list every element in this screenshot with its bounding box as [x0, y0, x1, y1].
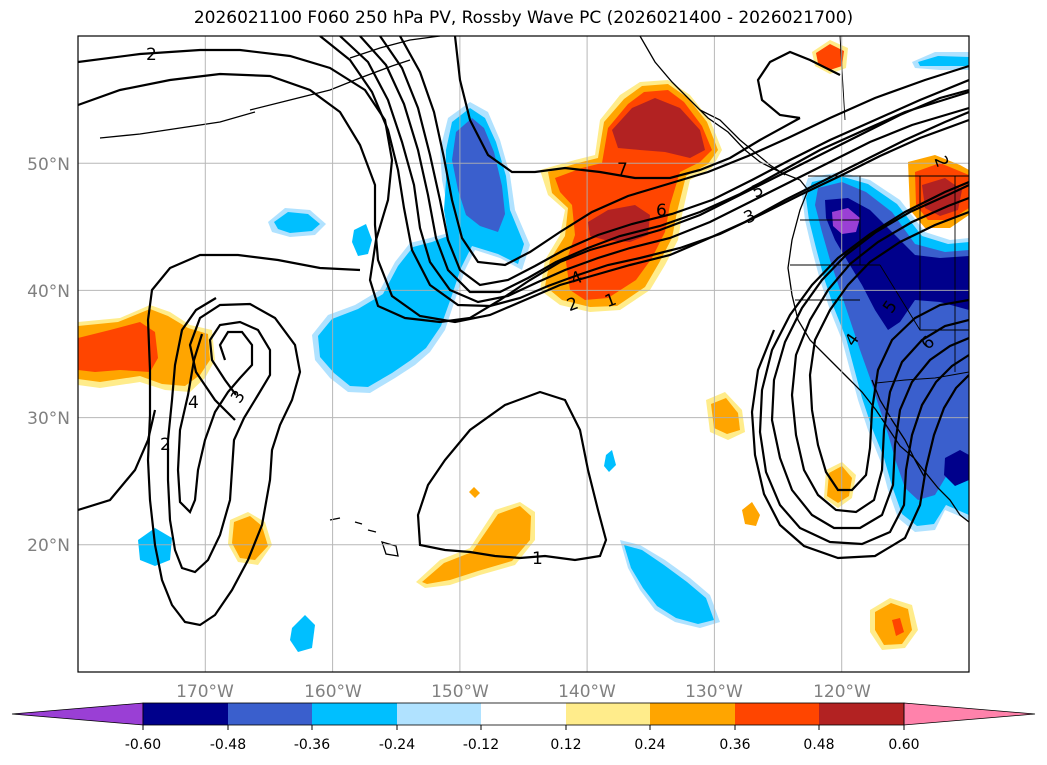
- colorbar-label: -0.36: [294, 737, 330, 753]
- coastline-vancouver: [699, 109, 786, 176]
- border-us-mexico: [875, 371, 969, 384]
- anomaly-negative-small2: [352, 224, 372, 256]
- colorbar-frame: [142, 702, 905, 726]
- anomaly-positive-alaska-core: [816, 44, 844, 70]
- pv-contour-west-4: [78, 409, 157, 512]
- lon-label-150w: 150°W: [431, 682, 489, 702]
- coastline-hawaii: [329, 517, 399, 557]
- border-alaska-canada: [839, 36, 846, 121]
- colorbar-label: 0.36: [719, 737, 750, 753]
- anomaly-positive-tropics-core: [422, 506, 531, 584]
- colorbar-over-extension: [903, 702, 1036, 726]
- lat-label-20n: 20°N: [27, 536, 70, 556]
- anomaly-positive-small4: [742, 502, 760, 526]
- anomaly-negative-small1-core: [274, 212, 320, 233]
- colorbar-label: 0.12: [550, 737, 581, 753]
- anomaly-positive-gulf-max1: [612, 98, 705, 158]
- lat-axis-labels: 20°N 30°N 40°N 50°N: [27, 155, 70, 556]
- map-frame: [77, 35, 970, 673]
- contour-label-2: 2: [160, 435, 171, 455]
- coastlines: [99, 36, 969, 557]
- pv-contour-4: [339, 36, 969, 304]
- anomaly-positive-hawaii-e-red: [892, 618, 904, 636]
- lon-label-160w: 160°W: [304, 682, 362, 702]
- pv-contour-2: [78, 72, 969, 324]
- lat-label-40n: 40°N: [27, 282, 70, 302]
- colorbar-label: 0.48: [803, 737, 834, 753]
- colorbar: -0.60 -0.48 -0.36 -0.24 -0.12 0.12 0.24 …: [11, 702, 1036, 753]
- coastline-baja: [871, 379, 926, 479]
- colorbar-bin-6: [566, 703, 650, 725]
- anomaly-negative-uswest-purple: [832, 208, 860, 234]
- colorbar-bin-4: [397, 703, 481, 725]
- map-layers: 2 2 3 4 2 1 4 6 7 5 3 1 5 4 6 2: [78, 36, 969, 672]
- anomaly-positive-west-max: [78, 322, 158, 372]
- pv-contour-5: [359, 36, 969, 294]
- contour-label-4: 4: [188, 393, 199, 413]
- anomaly-negative-small4: [290, 615, 315, 652]
- lat-label-30n: 30°N: [27, 409, 70, 429]
- colorbar-tick-labels: -0.60 -0.48 -0.36 -0.24 -0.12 0.12 0.24 …: [125, 737, 920, 753]
- anomaly-negative-midpac-dark: [452, 118, 505, 232]
- anomaly-positive-small3-core: [827, 466, 852, 503]
- pv-contour-west-3: [176, 330, 254, 514]
- anomaly-positive-small5: [469, 487, 480, 498]
- pv-contour-east-3: [770, 184, 969, 530]
- lon-axis-labels: 170°W 160°W 150°W 140°W 130°W 120°W: [176, 682, 871, 702]
- colorbar-label: -0.60: [125, 737, 161, 753]
- contour-label-12: 1: [532, 549, 543, 569]
- colorbar-under-extension: [11, 702, 144, 726]
- pv-contours: [78, 36, 969, 627]
- lon-label-130w: 130°W: [685, 682, 743, 702]
- colorbar-bin-8: [735, 703, 819, 725]
- lon-label-120w: 120°W: [813, 682, 871, 702]
- pv-contour-3: [319, 36, 969, 308]
- colorbar-label: 0.60: [888, 737, 919, 753]
- pv-contour-east-1: [808, 210, 969, 492]
- contour-label-9: 7: [617, 160, 628, 180]
- pv-contour-west-2: [166, 297, 272, 574]
- map-title: 2026021100 F060 250 hPa PV, Rossby Wave …: [193, 8, 854, 28]
- pv-contour-6: [379, 36, 969, 287]
- anomaly-negative-south-core: [624, 545, 714, 624]
- pv-contour-west-1: [146, 253, 361, 627]
- anomaly-negative-ne-core: [918, 56, 969, 66]
- pv-contour-8: [453, 36, 801, 180]
- contour-label-8: 6: [656, 201, 667, 221]
- colorbar-bin-9: [819, 703, 904, 725]
- pv-contour-east-6: [756, 50, 841, 120]
- coastline-alaska: [99, 36, 441, 139]
- anomaly-positive-small2-core: [711, 398, 740, 434]
- map-plot-area: [78, 36, 969, 672]
- pv-contour-1: [78, 48, 969, 324]
- colorbar-label: -0.24: [379, 737, 415, 753]
- colorbar-bin-1: [143, 703, 228, 725]
- anomaly-negative-uswest-dark2: [944, 450, 969, 486]
- pv-contour-east-5: [750, 329, 969, 560]
- gridlines: [78, 36, 969, 672]
- anomaly-positive-small1-core: [232, 516, 268, 560]
- colorbar-ticks: [142, 725, 905, 730]
- colorbar-bin-2: [228, 703, 312, 725]
- pv-contour-east-2: [790, 196, 969, 514]
- pv-contour-east-4: [758, 180, 969, 546]
- pv-contour-7: [399, 36, 969, 267]
- colorbar-bin-5: [481, 703, 566, 725]
- colorbar-bin-7: [650, 703, 735, 725]
- lat-label-50n: 50°N: [27, 155, 70, 175]
- contour-label-1: 2: [146, 45, 157, 65]
- colorbar-label: 0.24: [634, 737, 665, 753]
- coastline-north-america: [639, 36, 969, 523]
- anomaly-negative-uswest-dark: [825, 198, 969, 330]
- lon-label-170w: 170°W: [176, 682, 234, 702]
- colorbar-label: -0.48: [210, 737, 246, 753]
- colorbar-bin-3: [312, 703, 397, 725]
- anomaly-negative-small5: [604, 450, 616, 472]
- colorbar-label: -0.12: [463, 737, 499, 753]
- pv-contour-tropical: [416, 390, 608, 562]
- lon-label-140w: 140°W: [558, 682, 616, 702]
